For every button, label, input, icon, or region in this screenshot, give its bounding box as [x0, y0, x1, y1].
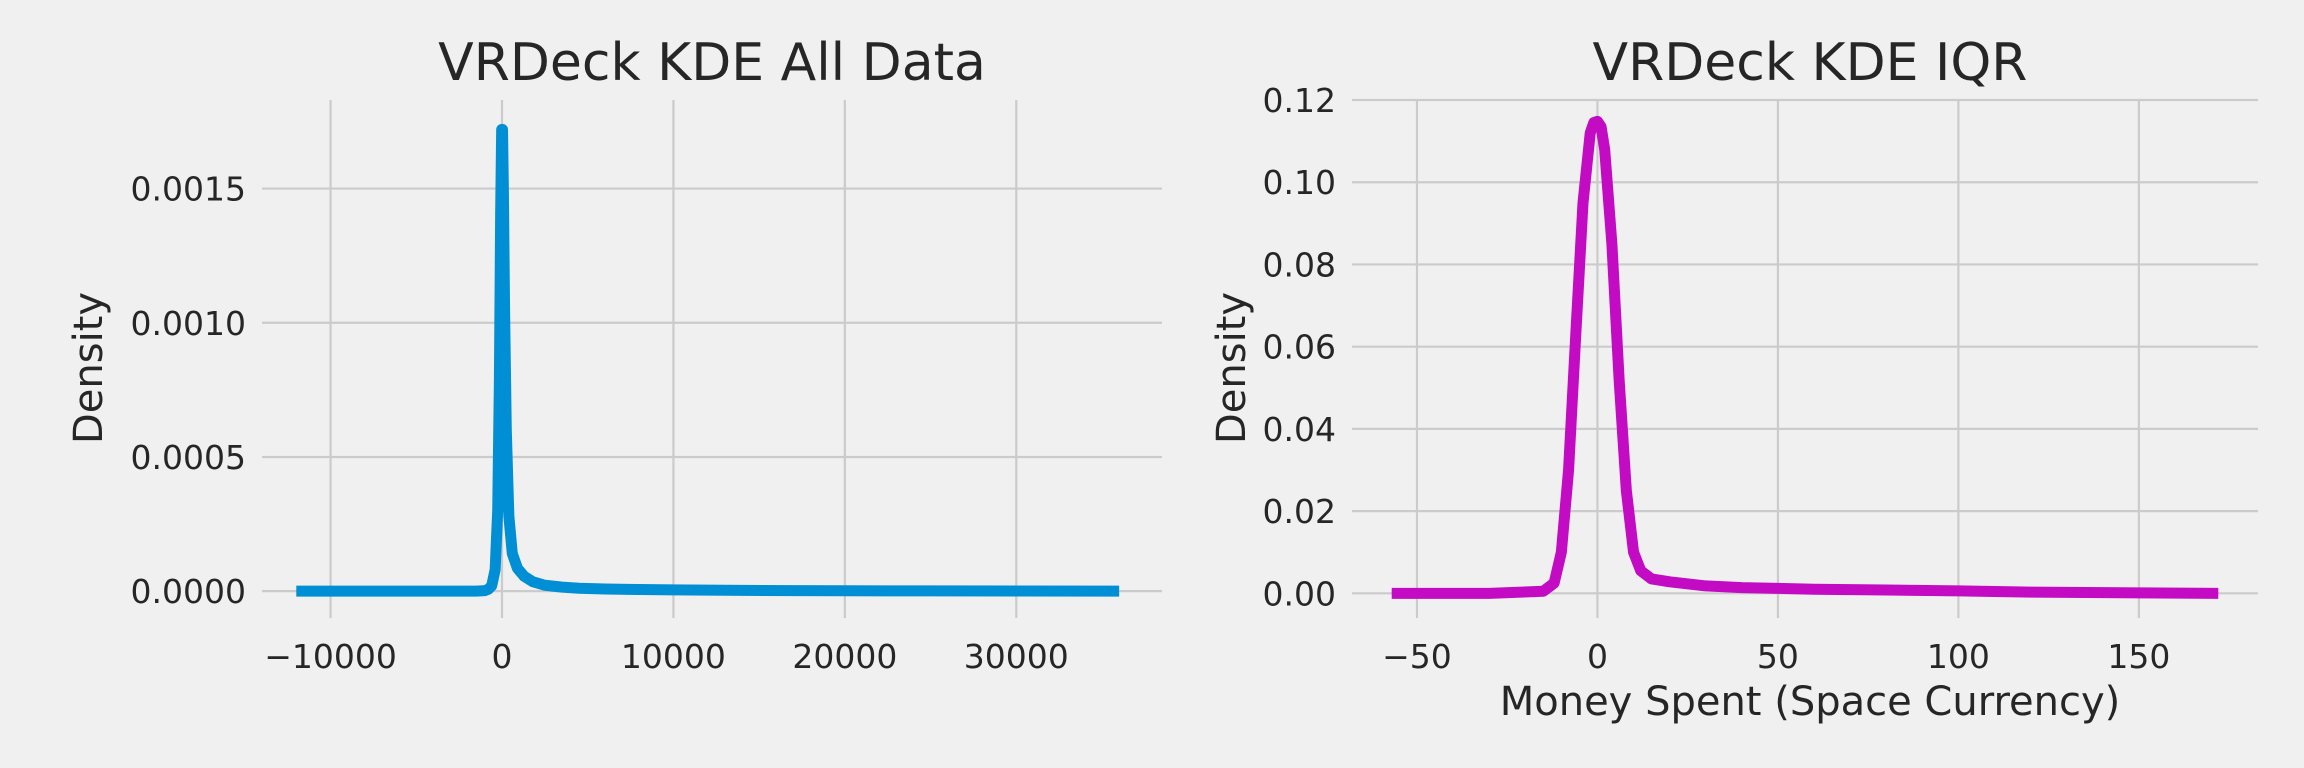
chart-iqr-xtick-label: 50 [1757, 637, 1799, 676]
chart-all-data-title: VRDeck KDE All Data [438, 33, 986, 93]
chart-iqr: −50 0 50 100 150 0.00 0.02 0.04 0.06 0.08 0.10 0.12… [1209, 33, 2258, 725]
chart-iqr-ytick-label: 0.08 [1263, 245, 1336, 284]
chart-all-data-xtick-label: 0 [492, 637, 513, 676]
chart-iqr-ytick-label: 0.02 [1263, 492, 1336, 531]
chart-all-data-ytick-label: 0.0010 [131, 304, 246, 343]
chart-all-data-ylabel: Density [66, 292, 112, 444]
chart-iqr-ylabel: Density [1209, 292, 1255, 444]
chart-all-data-ytick-label: 0.0000 [131, 572, 246, 611]
chart-iqr-series [1391, 115, 2219, 599]
chart-all-data-ytick-label: 0.0015 [131, 170, 246, 209]
chart-all-data-xtick-label: 10000 [621, 637, 726, 676]
chart-all-data-kde-line-0 [296, 124, 1120, 597]
chart-all-data-xtick-label: 20000 [792, 637, 897, 676]
chart-iqr-xtick-label: 150 [2107, 637, 2170, 676]
chart-iqr-kde-line-0 [1391, 115, 2219, 599]
chart-all-data: −10000 0 10000 20000 30000 0.0000 0.0005 0.0010… [66, 33, 1162, 676]
chart-iqr-ytick-label: 0.12 [1263, 81, 1336, 120]
chart-iqr-ytick-label: 0.10 [1263, 163, 1336, 202]
chart-iqr-xtick-label: 0 [1587, 637, 1608, 676]
chart-iqr-title: VRDeck KDE IQR [1593, 33, 2028, 93]
chart-iqr-ytick-label: 0.00 [1263, 574, 1336, 613]
chart-all-data-ticks: −10000 0 10000 20000 30000 0.0000 0.0005 0.0010… [131, 170, 1069, 676]
chart-iqr-ticks: −50 0 50 100 150 0.00 0.02 0.04 0.06 0.08 0.10 0.12 [1263, 81, 2171, 676]
chart-iqr-ytick-label: 0.04 [1263, 410, 1336, 449]
chart-iqr-xtick-label: −50 [1382, 637, 1452, 676]
chart-iqr-ytick-label: 0.06 [1263, 328, 1336, 367]
chart-iqr-xtick-label: 100 [1927, 637, 1990, 676]
chart-iqr-xlabel: Money Spent (Space Currency) [1500, 679, 2121, 725]
chart-all-data-ytick-label: 0.0005 [131, 438, 246, 477]
chart-all-data-xtick-label: 30000 [964, 637, 1069, 676]
chart-all-data-series [296, 124, 1120, 597]
chart-all-data-xtick-label: −10000 [264, 637, 397, 676]
